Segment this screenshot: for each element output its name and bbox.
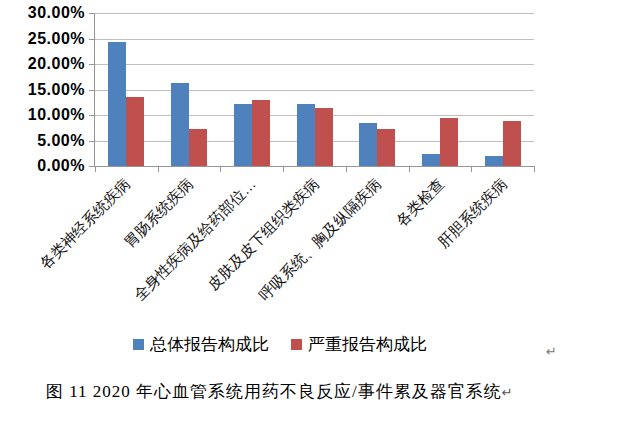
y-axis-tick <box>89 13 94 14</box>
figure-caption: 图 11 2020 年心血管系统用药不良反应/事件累及器官系统↵ <box>46 380 513 403</box>
gridline-15 <box>95 90 534 91</box>
bar-total <box>485 156 503 166</box>
x-axis-tick <box>471 167 472 172</box>
y-axis-label: 5.00% <box>15 131 85 151</box>
legend-label: 严重报告构成比 <box>308 333 427 356</box>
x-axis-tick <box>283 167 284 172</box>
bar-severe <box>126 97 144 166</box>
x-axis-line <box>94 166 535 167</box>
caption-paragraph-mark: ↵ <box>502 385 513 400</box>
bar-severe <box>503 121 521 166</box>
x-axis-category-label: 呼吸系统、胸及纵隔疾病 <box>248 175 384 311</box>
x-axis-category-label: 各类检查 <box>311 175 447 311</box>
bar-severe <box>377 129 395 166</box>
bar-severe <box>315 108 333 166</box>
paragraph-mark: ↵ <box>546 344 557 359</box>
plot-area: 0.00%5.00%10.00%15.00%20.00%25.00%30.00%… <box>95 13 534 166</box>
y-axis-tick <box>89 39 94 40</box>
bar-total <box>422 154 440 166</box>
x-axis-tick <box>346 167 347 172</box>
gridline-30 <box>95 13 534 14</box>
x-axis-tick <box>158 167 159 172</box>
y-axis-tick <box>89 115 94 116</box>
x-axis-tick <box>220 167 221 172</box>
bar-total <box>234 104 252 166</box>
legend-label: 总体报告构成比 <box>150 333 269 356</box>
x-axis-category-label: 胃肠系统疾病 <box>60 175 196 311</box>
document-page: 0.00% 5.00% 10.00% 15.00% 20.00% 25.00% 30.00%… <box>0 0 626 443</box>
x-axis-tick <box>409 167 410 172</box>
bar-chart: 0.00% 5.00% 10.00% 15.00% 20.00% 25.00% 30.00%… <box>0 0 626 375</box>
legend-swatch-icon <box>133 339 144 350</box>
legend-swatch-icon <box>291 339 302 350</box>
gridline-25 <box>95 39 534 40</box>
y-axis-tick <box>89 141 94 142</box>
y-axis-tick <box>89 166 94 167</box>
x-axis-tick <box>95 167 96 172</box>
bar-total <box>359 123 377 166</box>
bar-total <box>297 104 315 166</box>
bar-severe <box>189 129 207 166</box>
x-axis-category-label: 皮肤及皮下组织类疾病 <box>186 175 322 311</box>
bar-severe <box>440 118 458 166</box>
legend: 总体报告构成比 严重报告构成比 <box>133 333 427 356</box>
bar-total <box>108 42 126 166</box>
legend-item-total: 总体报告构成比 <box>133 333 269 356</box>
x-axis-category-label: 肝胆系统疾病 <box>374 175 510 311</box>
y-axis-label: 20.00% <box>15 54 85 74</box>
x-axis-category-label: 全身性疾病及给药部位… <box>123 175 259 311</box>
y-axis-tick <box>89 64 94 65</box>
y-axis-tick <box>89 90 94 91</box>
y-axis-label: 30.00% <box>15 3 85 23</box>
x-axis-tick <box>534 167 535 172</box>
y-axis-label: 10.00% <box>15 105 85 125</box>
gridline-20 <box>95 64 534 65</box>
y-axis-label: 0.00% <box>15 156 85 176</box>
y-axis-label: 15.00% <box>15 80 85 100</box>
figure-caption-text: 图 11 2020 年心血管系统用药不良反应/事件累及器官系统 <box>46 382 502 401</box>
y-axis-label: 25.00% <box>15 29 85 49</box>
bar-severe <box>252 100 270 166</box>
legend-item-severe: 严重报告构成比 <box>291 333 427 356</box>
bar-total <box>171 83 189 166</box>
